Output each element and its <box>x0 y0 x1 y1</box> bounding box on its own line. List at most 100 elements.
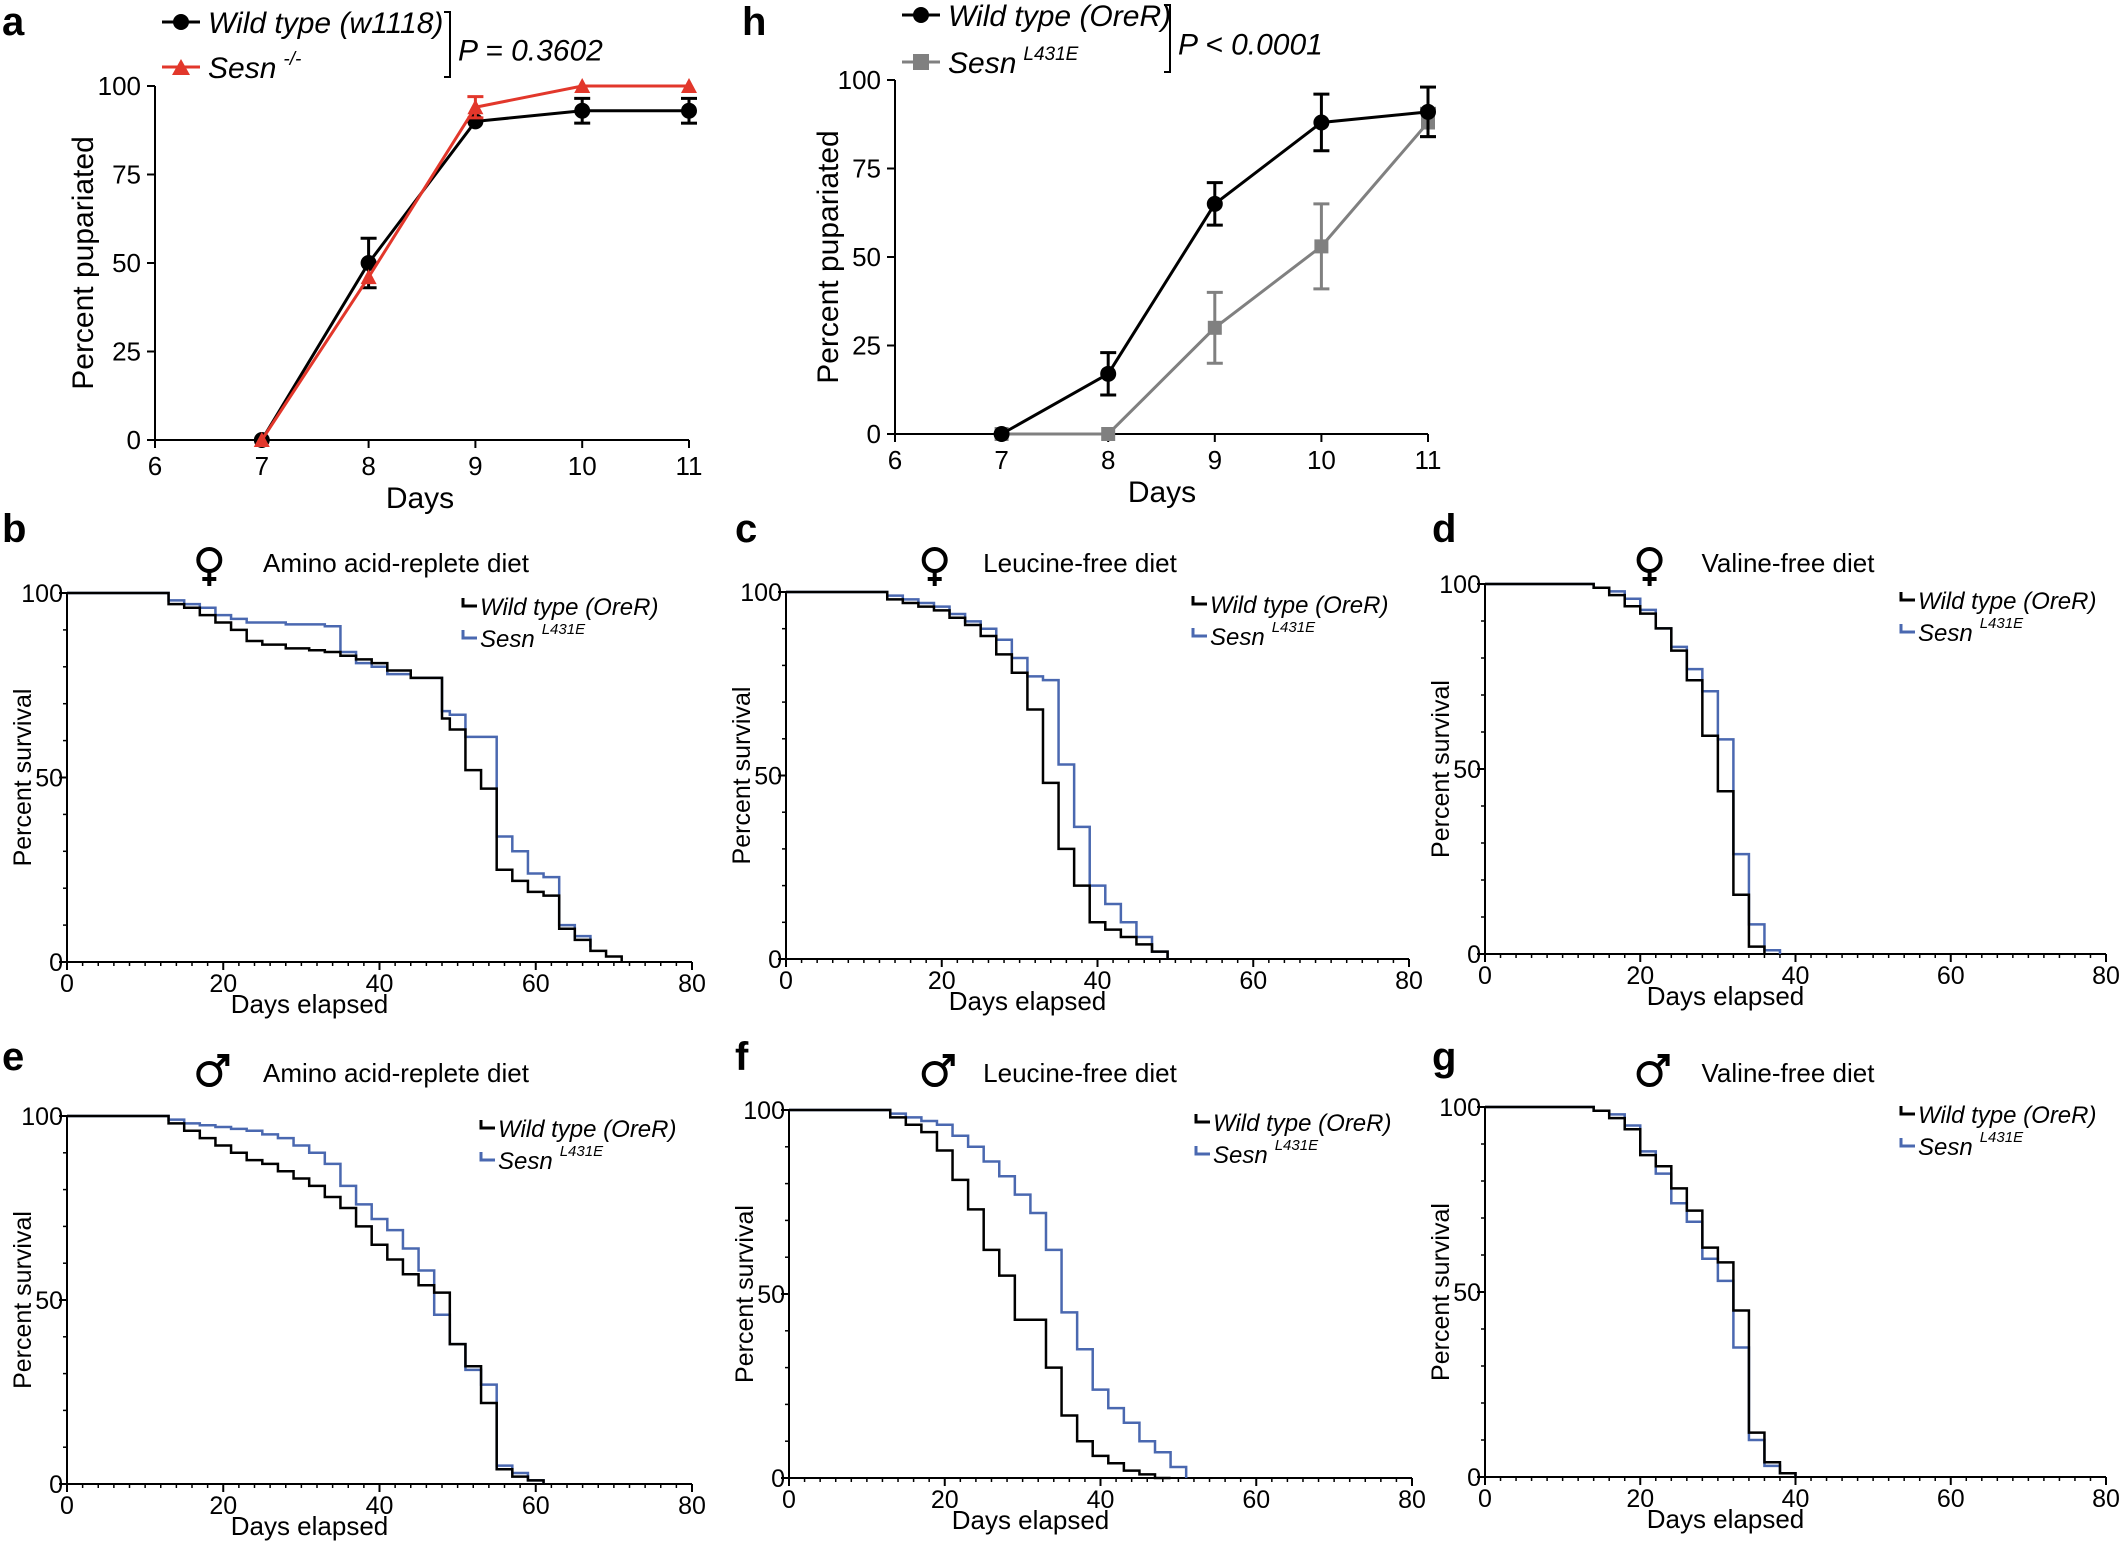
legend-entry-0-name: Wild type (OreR) <box>1918 588 2096 615</box>
panel-a: a 6 7 8 9 10 11 0 25 50 75 100 Days Percent pupariate… <box>2 0 703 515</box>
x-tick-label: 7 <box>994 445 1008 475</box>
panel-title: Valine-free diet <box>1702 1058 1876 1088</box>
legend-entry-1-name: Sesn <box>1918 620 1973 647</box>
x-tick-label: 9 <box>1208 445 1222 475</box>
series-line <box>1001 121 1430 436</box>
male-symbol-arrow-head <box>942 1054 955 1066</box>
male-icon <box>921 1054 955 1087</box>
female-symbol-ring <box>196 547 223 573</box>
x-tick-label: 20 <box>209 1492 237 1520</box>
legend-entry-1-superscript: L431E <box>1272 619 1316 636</box>
legend-marker-0 <box>173 14 189 30</box>
series-1 <box>253 78 697 447</box>
survival-curve-wild-type <box>786 590 1169 959</box>
x-tick-label: 10 <box>568 451 597 481</box>
survival-curve-wild-type <box>1485 582 1766 954</box>
y-tick-label: 0 <box>771 1465 785 1493</box>
x-axis-label: Days elapsed <box>1647 1504 1805 1534</box>
y-tick-label: 25 <box>852 331 881 361</box>
x-tick-label: 40 <box>1084 967 1112 995</box>
data-point <box>360 269 377 285</box>
panel-title: Amino acid-replete diet <box>263 1058 530 1088</box>
legend-entry-1-name: Sesn <box>1210 624 1265 651</box>
data-point <box>1100 365 1117 382</box>
panel-b: b 0 20 40 60 80 0 50 100 Days elapsed Percent surv… <box>2 507 706 1019</box>
panel-label-a: a <box>2 0 25 44</box>
legend-step-0 <box>461 598 477 608</box>
female-symbol-ring <box>1636 547 1663 573</box>
x-tick-label: 9 <box>468 451 482 481</box>
x-axis-label: Days elapsed <box>952 1505 1110 1535</box>
y-tick-label: 0 <box>49 1471 63 1499</box>
male-symbol-arrow-shaft <box>1656 1055 1669 1068</box>
legend-entry-0: Wild type (OreR) <box>480 594 658 621</box>
female-icon <box>921 547 948 586</box>
x-tick-label: 40 <box>366 1492 394 1520</box>
y-tick-label: 0 <box>768 946 782 974</box>
legend-step-0 <box>479 1120 495 1130</box>
y-tick-label: 0 <box>1467 1464 1481 1492</box>
x-axis-label: Days elapsed <box>231 989 389 1019</box>
x-tick-label: 11 <box>1415 445 1442 475</box>
data-point <box>681 102 697 119</box>
y-tick-label: 100 <box>98 71 141 101</box>
x-tick-label: 20 <box>1626 962 1654 990</box>
x-tick-label: 80 <box>1398 1486 1426 1514</box>
panel-label-b: b <box>2 507 26 551</box>
x-tick-label: 60 <box>522 1492 550 1520</box>
panel-d: d 0 20 40 60 80 0 50 100 Days elapsed Percent surv… <box>1427 507 2120 1011</box>
y-tick-label: 100 <box>743 1097 785 1125</box>
male-symbol-arrow-head <box>217 1054 230 1066</box>
legend-entry-1: Sesn L431E <box>498 1143 604 1175</box>
female-icon <box>1636 547 1663 586</box>
panel-label-h: h <box>742 0 766 44</box>
legend-marker-0 <box>913 7 929 23</box>
x-tick-label: 0 <box>60 1492 74 1520</box>
y-tick-label: 50 <box>1453 756 1481 784</box>
data-point <box>1207 320 1222 335</box>
legend-entry-1-superscript: L431E <box>542 621 586 638</box>
legend-entry-1-superscript: L431E <box>1980 615 2024 632</box>
panel-e: e 0 20 40 60 80 0 50 100 Days elapsed Percent surv… <box>2 1035 706 1541</box>
x-tick-label: 7 <box>255 451 269 481</box>
x-tick-label: 20 <box>931 1486 959 1514</box>
x-tick-label: 80 <box>1395 967 1423 995</box>
survival-curve-sesn <box>1485 582 1782 954</box>
y-axis-label: Percent pupariated <box>812 130 845 384</box>
legend-entry-0-name: Wild type (w1118) <box>208 7 443 40</box>
x-tick-label: 0 <box>60 970 74 998</box>
x-axis-label: Days elapsed <box>231 1511 389 1541</box>
x-tick-label: 6 <box>888 445 902 475</box>
y-tick-label: 50 <box>35 765 63 793</box>
y-tick-label: 25 <box>112 337 141 367</box>
legend-entry-1-name: Sesn <box>1918 1134 1973 1161</box>
y-axis-label: Percent survival <box>728 687 756 865</box>
series-0 <box>993 85 1436 442</box>
survival-curve-sesn <box>67 1114 545 1484</box>
x-tick-label: 60 <box>522 970 550 998</box>
series-0 <box>253 96 697 448</box>
legend-entry-0: Wild type (OreR) <box>498 1116 676 1143</box>
x-axis-label: Days <box>1128 476 1196 509</box>
male-symbol-ring <box>921 1061 948 1087</box>
survival-curve-wild-type <box>1485 1105 1797 1477</box>
data-point <box>574 102 591 119</box>
x-tick-label: 40 <box>366 970 394 998</box>
legend-entry-0: Wild type (OreR) <box>1918 588 2096 615</box>
x-tick-label: 40 <box>1087 1486 1115 1514</box>
x-tick-label: 40 <box>1782 1485 1810 1513</box>
legend-entry-0: Wild type (OreR) <box>1213 1110 1391 1137</box>
x-tick-label: 0 <box>1478 962 1492 990</box>
x-tick-label: 60 <box>1937 1485 1965 1513</box>
data-point <box>574 78 591 93</box>
legend-entry-1: Sesn L431E <box>1918 615 2024 647</box>
y-axis-label: Percent survival <box>731 1205 759 1383</box>
survival-curve-wild-type <box>789 1108 1171 1480</box>
legend-entry-0-name: Wild type (OreR) <box>1918 1102 2096 1129</box>
panel-title: Leucine-free diet <box>983 548 1177 578</box>
x-tick-label: 60 <box>1239 967 1267 995</box>
y-tick-label: 50 <box>754 763 782 791</box>
legend-entry-1-name: Sesn <box>948 47 1016 80</box>
y-tick-label: 100 <box>838 65 881 95</box>
y-axis-label: Percent pupariated <box>67 136 100 390</box>
